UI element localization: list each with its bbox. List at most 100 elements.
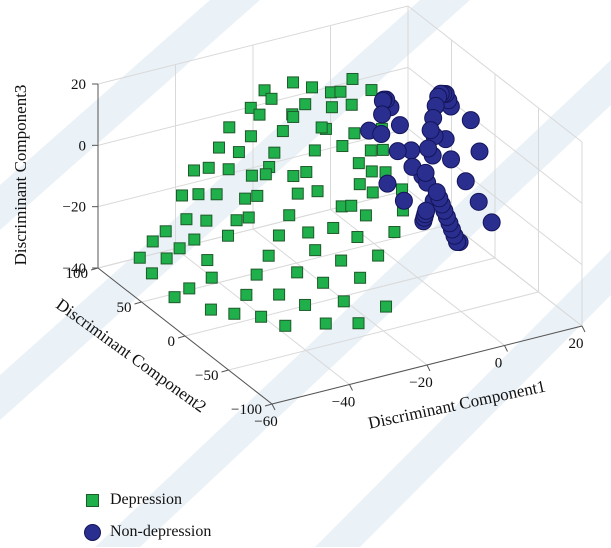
depression-point (201, 254, 214, 267)
depression-point (306, 81, 318, 94)
side-wall-grid-line (407, 5, 583, 143)
y-tick-label: −50 (195, 368, 218, 384)
x-tick-label: −20 (409, 375, 432, 391)
depression-point (133, 251, 146, 264)
depression-point (279, 319, 292, 332)
depression-point (354, 271, 367, 284)
depression-point (291, 187, 304, 200)
non-depression-point (417, 201, 436, 220)
x-tick-label: 0 (495, 356, 503, 372)
non-depression-point (421, 121, 440, 140)
depression-point (239, 192, 252, 205)
depression-point (325, 101, 338, 114)
depression-point (376, 143, 389, 156)
legend: Depression Non-depression (82, 484, 211, 548)
y-tick-label: −100 (231, 402, 262, 418)
depression-point (168, 291, 181, 304)
depression-point (183, 282, 196, 295)
non-depression-point (419, 139, 438, 158)
x-tick-mark (426, 364, 431, 372)
depression-point (336, 140, 349, 153)
y-tick-mark (134, 301, 142, 305)
depression-point (259, 168, 272, 181)
z-tick-label: 20 (71, 77, 86, 93)
depression-point (222, 163, 235, 176)
depression-point (365, 165, 378, 178)
depression-point (353, 178, 366, 191)
depression-point (300, 166, 313, 179)
non-depression-point (394, 191, 413, 210)
depression-point (204, 303, 217, 316)
non-depression-point (470, 142, 489, 161)
z-tick-label: −40 (63, 261, 86, 277)
non-depression-point (373, 105, 392, 124)
depression-point (345, 98, 358, 111)
y-tick-mark (177, 335, 186, 339)
depression-point (273, 288, 286, 301)
depression-point (160, 252, 173, 265)
depression-point (200, 214, 213, 227)
depression-point (258, 84, 271, 97)
depression-point (272, 229, 285, 242)
depression-point (232, 146, 245, 159)
non-depression-point (442, 150, 461, 169)
y-tick-label: 100 (66, 266, 89, 282)
x-tick-mark (349, 384, 353, 391)
depression-point (251, 189, 264, 202)
depression-point (245, 169, 258, 182)
depression-point (309, 244, 322, 257)
x-axis-label: Discriminant Component1 (366, 377, 547, 433)
depression-point (337, 295, 350, 308)
back-wall-grid-line (97, 128, 409, 208)
depression-point (223, 121, 236, 134)
non-depression-point (456, 172, 475, 191)
y-tick-mark (221, 369, 229, 373)
depression-point (366, 186, 379, 199)
non-depression-point (461, 111, 480, 130)
legend-label-depression: Depression (110, 491, 182, 508)
y-tick-label: 50 (117, 300, 132, 316)
x-tick-label: 20 (569, 336, 584, 352)
depression-point (180, 213, 193, 226)
depression-point (352, 157, 365, 170)
depression-point (348, 127, 361, 140)
non-depression-point (390, 116, 409, 135)
depression-point (244, 101, 257, 114)
z-axis-label: Discriminant Component3 (11, 85, 30, 266)
depression-point (253, 108, 266, 121)
depression-point (345, 199, 358, 212)
depression-point (351, 231, 364, 243)
depression-point (287, 110, 300, 123)
back-wall-grid-line (97, 5, 409, 85)
depression-point (202, 161, 215, 174)
depression-point (146, 235, 159, 248)
depression-point (283, 209, 296, 222)
depression-point (372, 249, 385, 262)
non-depression-point (469, 192, 488, 211)
depression-point (346, 72, 359, 85)
depression-point (244, 130, 257, 143)
legend-item-depression: Depression (82, 484, 211, 516)
depression-point (205, 271, 218, 284)
depression-point (352, 317, 365, 330)
depression-point (262, 249, 275, 262)
depression-point (173, 242, 186, 255)
axes (90, 83, 586, 411)
depression-point (315, 121, 328, 134)
z-tick-label: −20 (63, 200, 86, 216)
depression-point (268, 146, 281, 159)
depression-point (287, 76, 300, 89)
non-depression-point (372, 125, 391, 144)
depression-point (228, 307, 241, 320)
depression-point (265, 92, 278, 105)
depression-point (327, 221, 340, 234)
depression-point (287, 170, 300, 183)
depression-point (334, 85, 347, 98)
depression-point (276, 125, 289, 138)
non-depression-point (388, 142, 407, 161)
depression-point (335, 254, 348, 267)
x-tick-mark (504, 345, 508, 352)
depression-point (250, 268, 263, 281)
depression-point (291, 266, 304, 279)
